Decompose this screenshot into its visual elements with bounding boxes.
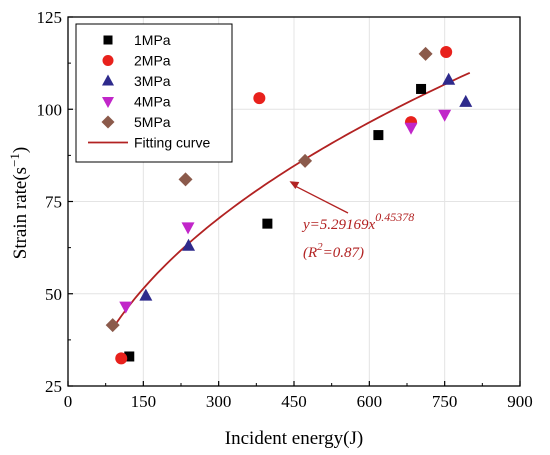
legend-marker	[102, 97, 114, 108]
fit-r-squared-sup: 2	[317, 241, 323, 253]
x-tick-label: 450	[281, 392, 307, 411]
data-point	[298, 153, 313, 168]
series-3mpa	[139, 72, 473, 301]
legend-box	[75, 23, 233, 163]
data-point	[124, 351, 135, 362]
annotation-arrowhead	[289, 181, 300, 190]
y-tick-label: 100	[37, 100, 63, 119]
x-tick-label: 150	[131, 392, 157, 411]
x-tick-label: 0	[64, 392, 73, 411]
legend-marker	[102, 74, 114, 86]
y-axis-title-main: Strain rate(s	[10, 167, 31, 259]
legend: 1MPa 2MPa 3MPa 4MPa 5MPa Fitting curve	[75, 23, 233, 163]
fit-equation-base: y=5.29169x	[301, 217, 376, 233]
x-axis-title: Incident energy(J)	[225, 428, 363, 449]
y-tick-label: 25	[45, 377, 62, 396]
fit-r-squared: (R2=0.87)	[303, 241, 364, 261]
legend-label: 4MPa	[134, 94, 171, 110]
marker-layer	[105, 46, 473, 365]
x-tick-label: 750	[432, 392, 458, 411]
data-point	[373, 130, 384, 141]
legend-marker	[101, 115, 115, 129]
fitting-curve	[111, 71, 471, 330]
legend-marker	[102, 55, 114, 66]
data-point	[139, 288, 153, 301]
axes	[67, 16, 521, 387]
legend-marker	[103, 35, 113, 45]
legend-label: Fitting curve	[134, 135, 210, 151]
annotation-arrow-line	[293, 184, 349, 214]
data-point	[119, 301, 133, 314]
data-point	[262, 218, 273, 229]
y-axis-title-close: )	[10, 147, 31, 153]
x-tick-label: 900	[507, 392, 533, 411]
data-point	[182, 238, 196, 251]
data-point	[416, 83, 427, 94]
fit-r-squared-open: (R	[303, 245, 317, 261]
y-tick-label: 125	[37, 8, 63, 27]
fit-r-squared-close: =0.87)	[323, 245, 364, 261]
y-axis-title: Strain rate(s−1)	[7, 147, 31, 260]
series-1mpa	[124, 83, 427, 362]
series-5mpa	[105, 46, 433, 333]
series-4mpa	[119, 109, 452, 314]
data-point	[438, 109, 452, 122]
fit-annotation: y=5.29169x0.45378 (R2=0.87)	[289, 181, 414, 261]
legend-label: 2MPa	[134, 53, 171, 69]
fit-equation: y=5.29169x0.45378	[301, 210, 414, 233]
y-axis-title-sup: −1	[7, 153, 22, 167]
data-point	[181, 222, 195, 235]
x-tick-label: 600	[357, 392, 383, 411]
data-point	[178, 172, 193, 187]
legend-label: 1MPa	[134, 32, 171, 48]
data-point	[459, 94, 473, 107]
y-tick-label: 75	[45, 193, 62, 212]
tick-labels: 0 150 300 450 600 750 900 25 50 75 100 125	[37, 8, 533, 411]
y-tick-label: 50	[45, 285, 62, 304]
fit-equation-exponent: 0.45378	[375, 210, 414, 224]
fit-layer	[111, 71, 471, 330]
data-point	[253, 92, 266, 105]
x-tick-label: 300	[206, 392, 232, 411]
legend-label: 3MPa	[134, 73, 171, 89]
data-point	[440, 46, 453, 59]
data-point	[115, 352, 128, 365]
legend-label: 5MPa	[134, 114, 171, 130]
data-point	[442, 72, 456, 85]
data-point	[105, 318, 120, 333]
data-point	[418, 46, 433, 61]
data-point	[404, 122, 418, 135]
